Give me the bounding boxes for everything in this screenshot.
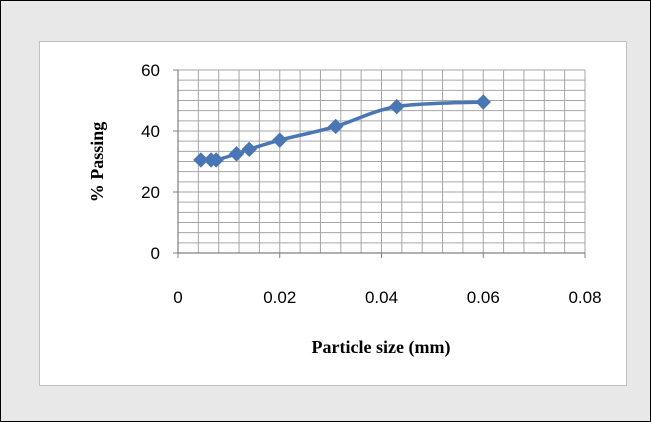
data-point-marker <box>389 98 405 115</box>
y-axis-title: % Passing <box>87 122 107 203</box>
x-tick-label: 0 <box>173 288 182 307</box>
y-tick-label: 60 <box>141 61 160 80</box>
chart-area <box>39 41 627 386</box>
data-point-marker <box>228 146 245 162</box>
x-tick-label: 0.02 <box>263 288 296 307</box>
x-tick-label: 0.06 <box>467 288 500 307</box>
y-tick-label: 0 <box>151 244 160 263</box>
x-axis-title: Particle size (mm) <box>312 337 451 358</box>
tick-labels: 0 0.02 0.04 0.06 0.08 0 20 40 60 <box>141 61 601 307</box>
y-tick-label: 40 <box>141 122 160 141</box>
x-tick-label: 0.08 <box>568 288 601 307</box>
data-point-marker <box>475 94 491 110</box>
data-point-marker <box>193 152 209 168</box>
data-point-marker <box>272 132 288 148</box>
series-group <box>193 94 491 168</box>
data-point-marker <box>328 118 344 135</box>
data-point-marker <box>208 152 224 168</box>
grid-lines <box>177 69 586 254</box>
x-tick-label: 0.04 <box>365 288 398 307</box>
data-point-marker <box>241 141 257 158</box>
y-tick-label: 20 <box>141 183 160 202</box>
